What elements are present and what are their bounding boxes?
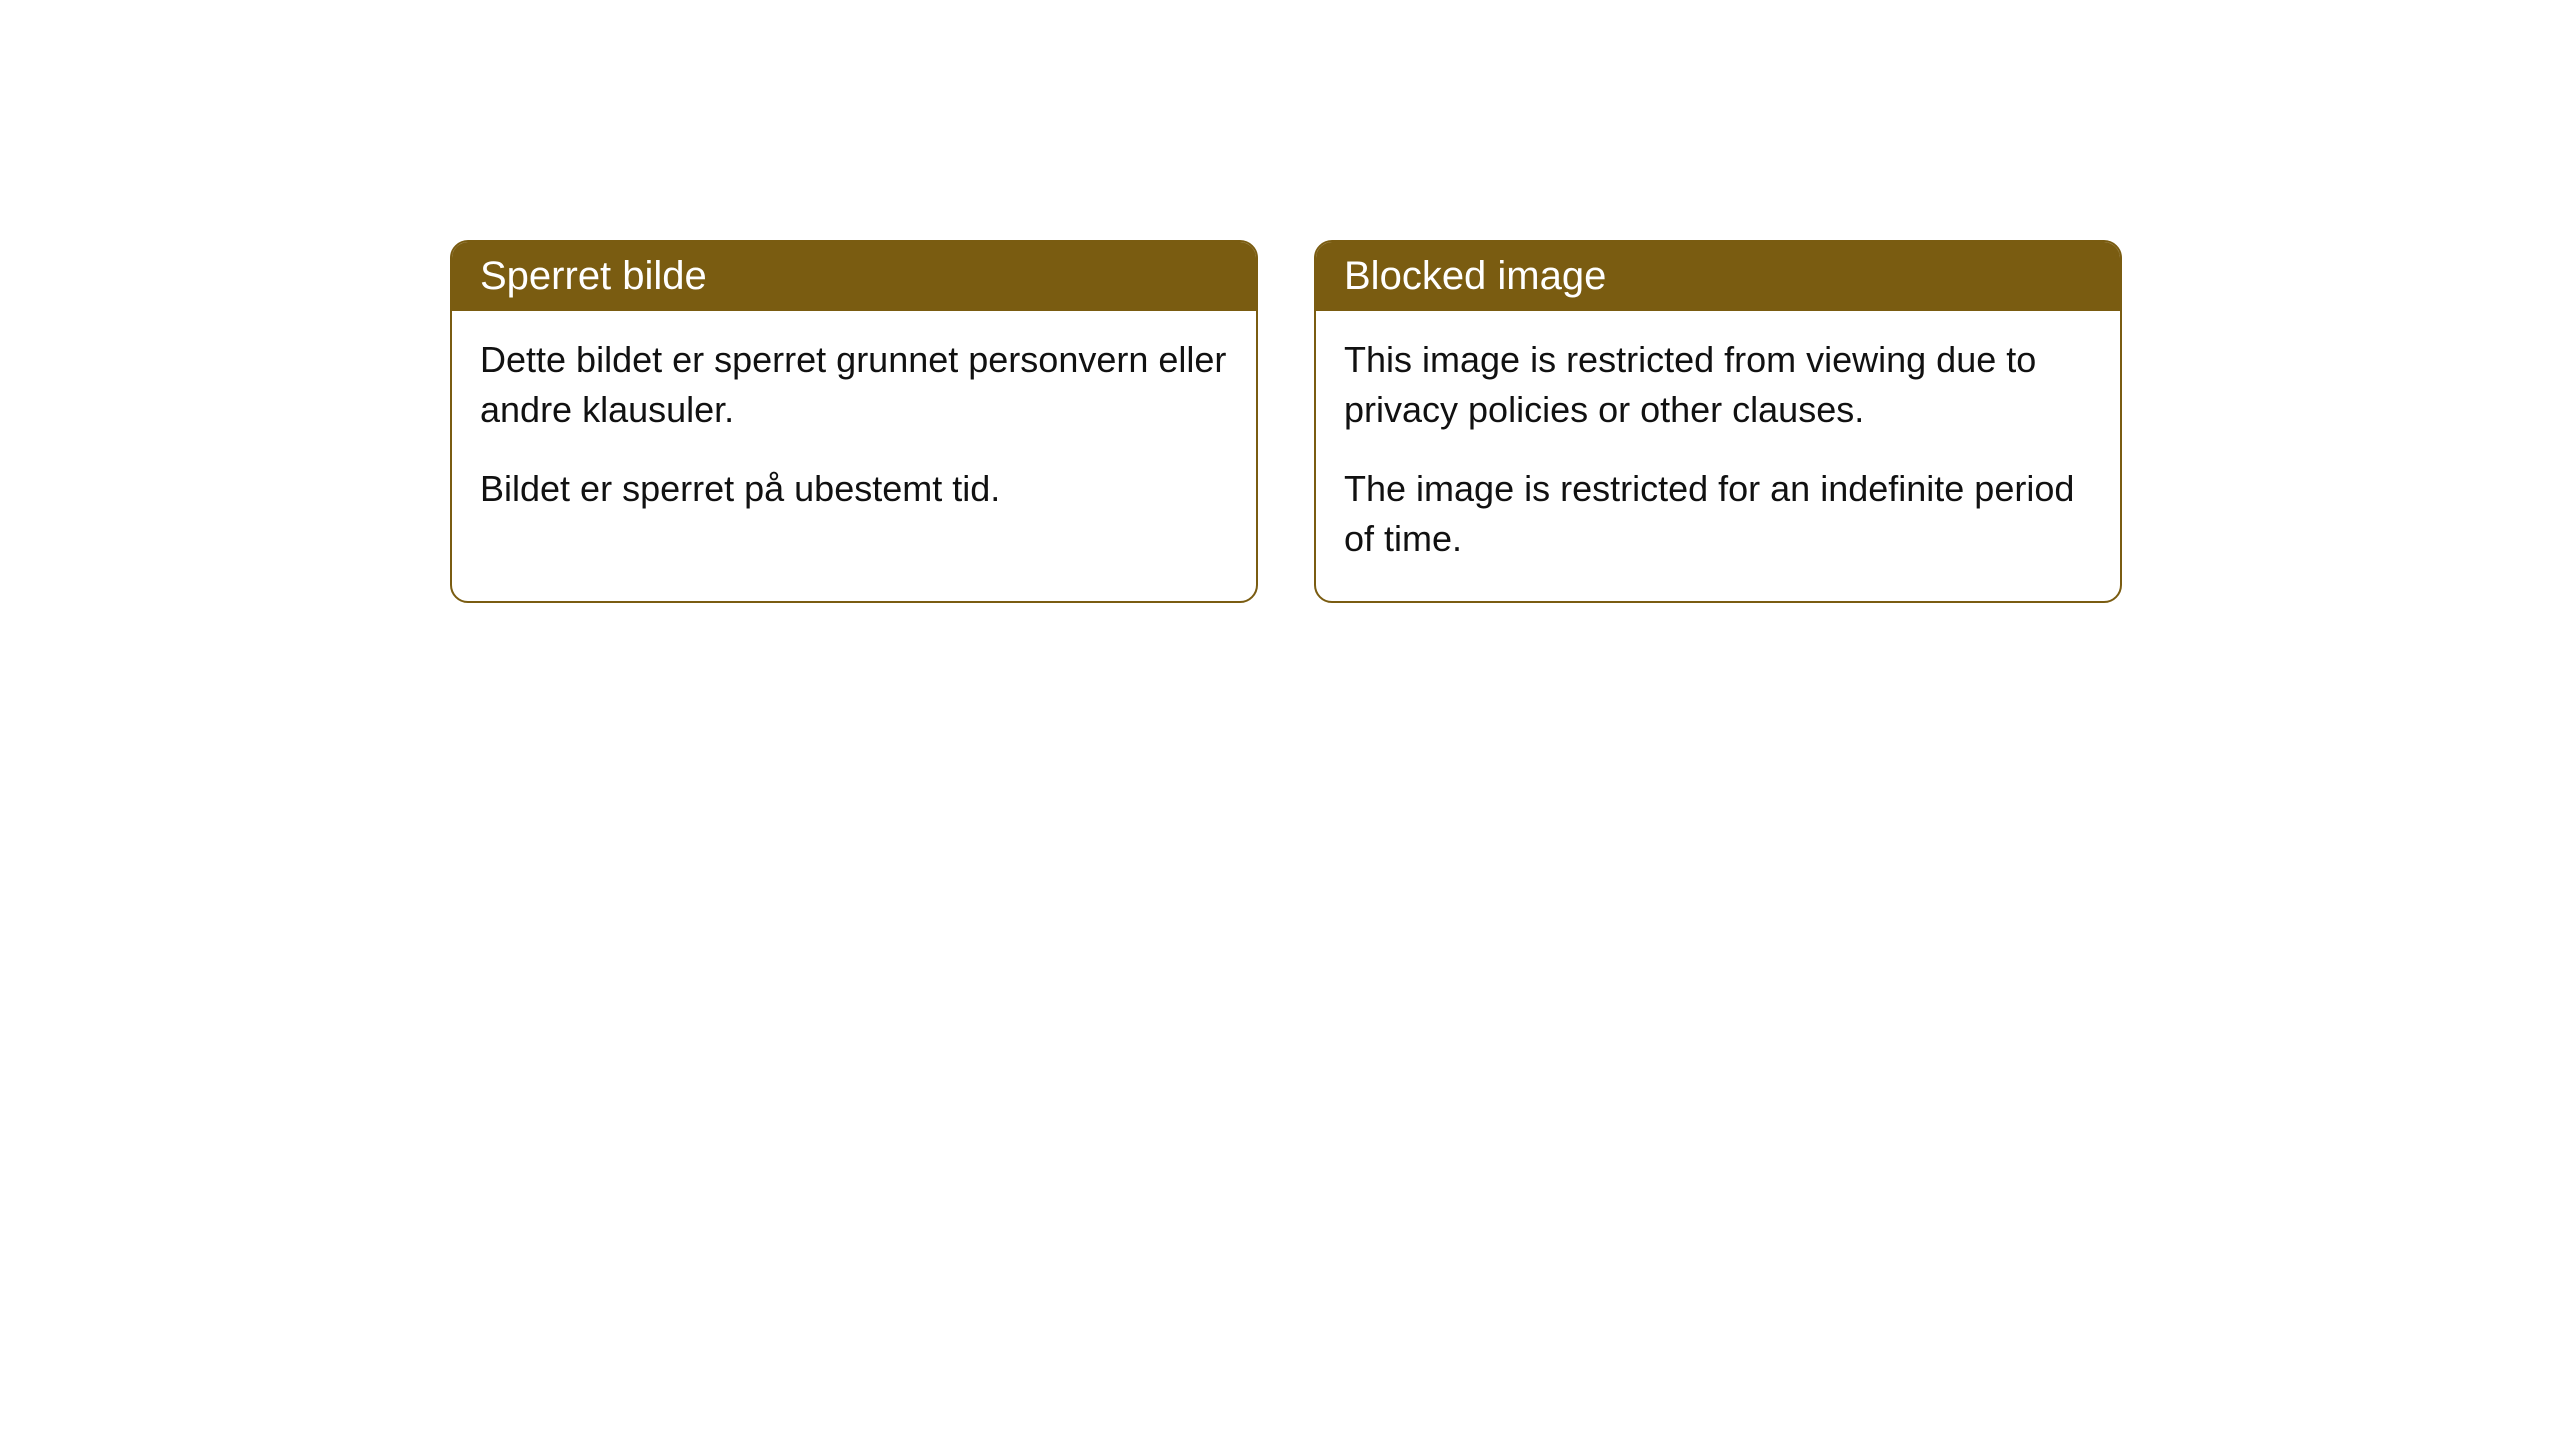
card-paragraph: Bildet er sperret på ubestemt tid. <box>480 464 1228 514</box>
notice-card-english: Blocked image This image is restricted f… <box>1314 240 2122 603</box>
card-paragraph: The image is restricted for an indefinit… <box>1344 464 2092 565</box>
card-title: Blocked image <box>1344 254 1606 298</box>
card-header-norwegian: Sperret bilde <box>452 242 1256 311</box>
card-paragraph: This image is restricted from viewing du… <box>1344 335 2092 436</box>
card-header-english: Blocked image <box>1316 242 2120 311</box>
card-body-norwegian: Dette bildet er sperret grunnet personve… <box>452 311 1256 550</box>
notice-cards-container: Sperret bilde Dette bildet er sperret gr… <box>450 240 2122 603</box>
card-body-english: This image is restricted from viewing du… <box>1316 311 2120 601</box>
notice-card-norwegian: Sperret bilde Dette bildet er sperret gr… <box>450 240 1258 603</box>
card-paragraph: Dette bildet er sperret grunnet personve… <box>480 335 1228 436</box>
card-title: Sperret bilde <box>480 254 707 298</box>
